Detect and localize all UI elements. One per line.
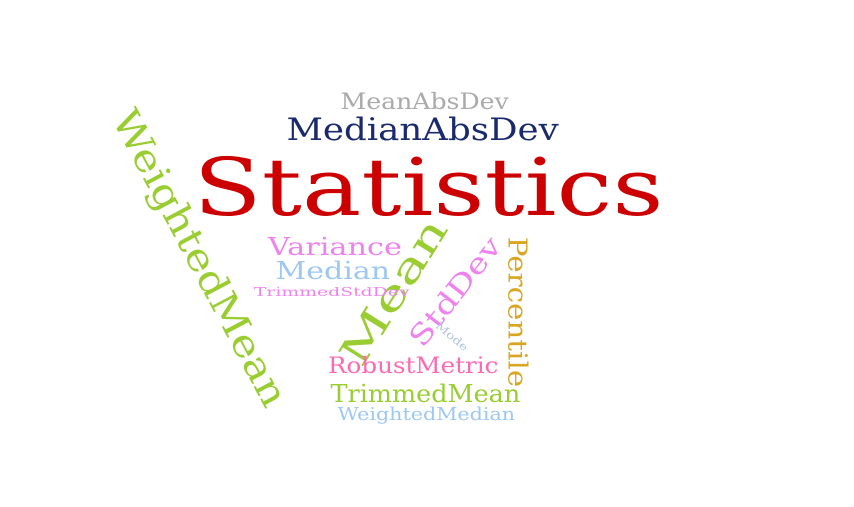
word-percentile: Percentile [501,236,532,388]
word-weighted-median: WeightedMedian [337,404,515,425]
word-median: Median [275,257,391,285]
word-robust-metric: RobustMetric [328,354,499,379]
word-mean-abs-dev: MeanAbsDev [339,90,509,115]
word-median-abs-dev: MedianAbsDev [285,111,559,148]
word-variance: Variance [268,233,402,261]
word-statistics: Statistics [192,141,664,234]
word-trimmed-std-dev: TrimmedStdDev [253,285,409,299]
word-trimmed-mean: TrimmedMean [330,380,520,408]
